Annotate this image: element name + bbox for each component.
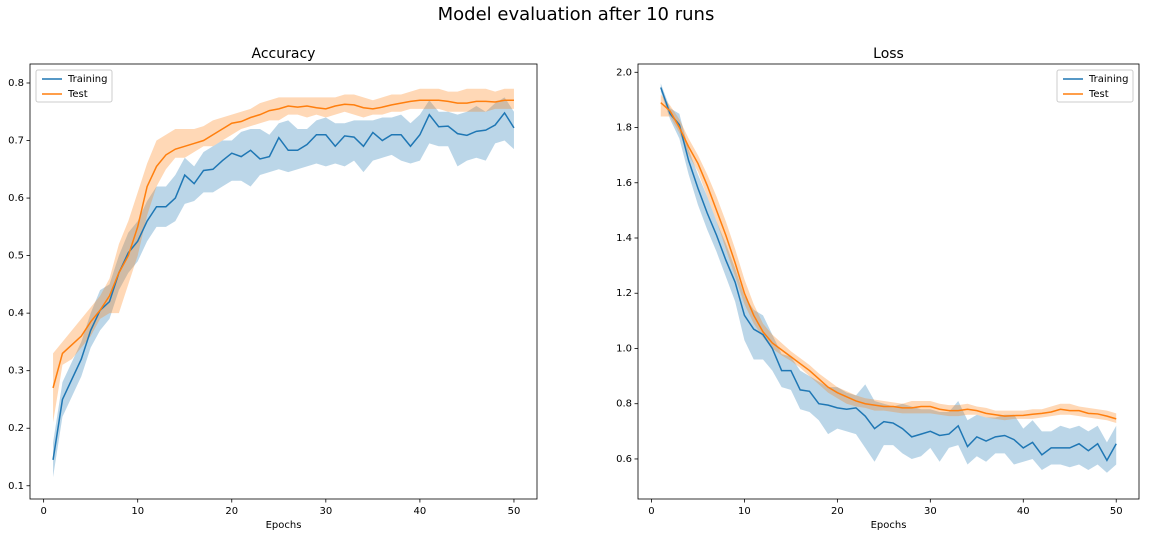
x-axis-label: Epochs	[871, 520, 907, 531]
y-tick-label: 0.6	[616, 454, 632, 465]
legend-label: Test	[1088, 89, 1109, 100]
x-tick-label: 40	[1017, 506, 1030, 517]
axes-title: Accuracy	[252, 46, 316, 62]
y-tick-label: 1.8	[616, 123, 632, 134]
x-tick-label: 20	[225, 506, 238, 517]
x-tick-label: 10	[738, 506, 751, 517]
y-tick-label: 0.8	[616, 399, 632, 410]
axes-frame	[637, 63, 1140, 500]
legend-label: Training	[1088, 74, 1128, 85]
y-tick-label: 1.4	[616, 233, 632, 244]
y-tick-label: 0.4	[8, 308, 24, 319]
legend-label: Training	[67, 74, 107, 85]
y-tick-label: 0.6	[8, 193, 24, 204]
y-tick-label: 0.5	[8, 251, 24, 262]
axes-title: Loss	[873, 46, 904, 62]
x-axis-label: Epochs	[266, 520, 302, 531]
line	[52, 99, 514, 389]
figure-title: Model evaluation after 10 runs	[438, 4, 715, 25]
plot-area	[52, 88, 515, 478]
y-tick-label: 0.1	[8, 481, 24, 492]
x-tick-label: 10	[131, 506, 144, 517]
y-tick-label: 1.6	[616, 178, 632, 189]
y-tick-label: 0.3	[8, 366, 24, 377]
line	[660, 102, 1117, 420]
x-tick-label: 30	[924, 506, 937, 517]
y-tick-label: 0.8	[8, 78, 24, 89]
x-tick-label: 50	[1110, 506, 1123, 517]
y-tick-label: 1.2	[616, 288, 632, 299]
x-tick-label: 50	[508, 506, 521, 517]
y-tick-label: 2.0	[616, 67, 632, 78]
error-band	[53, 97, 514, 478]
error-band	[660, 94, 1117, 424]
y-tick-label: 0.7	[8, 136, 24, 147]
line	[660, 87, 1117, 462]
x-tick-label: 0	[40, 506, 46, 517]
legend-label: Test	[67, 89, 88, 100]
y-tick-label: 1.0	[616, 343, 632, 354]
plot-area	[660, 83, 1117, 473]
x-tick-label: 0	[648, 506, 654, 517]
x-tick-label: 20	[831, 506, 844, 517]
y-tick-label: 0.2	[8, 423, 24, 434]
x-tick-label: 40	[414, 506, 427, 517]
axes-frame	[29, 63, 538, 500]
error-band	[660, 83, 1117, 473]
x-tick-label: 30	[319, 506, 332, 517]
